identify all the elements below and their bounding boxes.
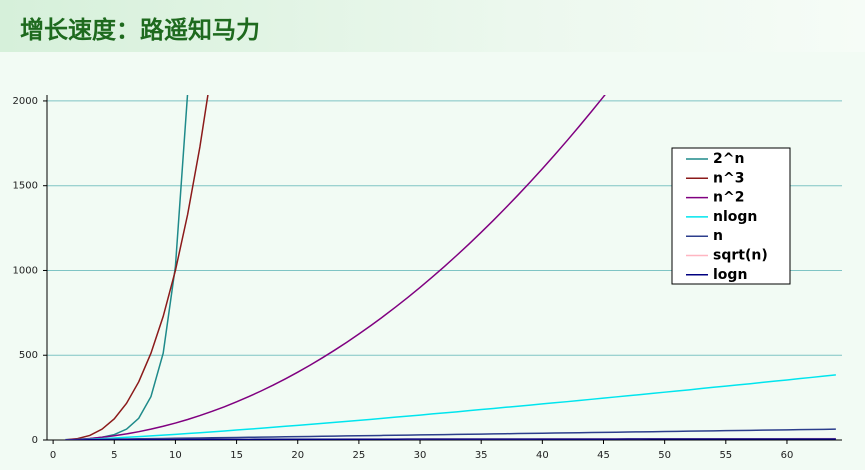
y-tick-label: 500 xyxy=(19,350,38,361)
series-line xyxy=(65,95,606,440)
x-tick-label: 35 xyxy=(475,450,488,461)
y-tick-label: 1000 xyxy=(13,265,38,276)
x-tick-label: 55 xyxy=(719,450,732,461)
x-tick-label: 45 xyxy=(597,450,610,461)
series-line xyxy=(65,428,836,440)
slide-title: 增长速度：路遥知马力 xyxy=(20,16,260,44)
legend-label: logn xyxy=(713,267,747,283)
y-tick-label: 2000 xyxy=(13,96,38,107)
series-line xyxy=(65,95,209,440)
x-tick-label: 10 xyxy=(169,450,182,461)
legend-label: n^2 xyxy=(713,190,744,206)
x-tick-label: 0 xyxy=(50,450,56,461)
x-tick-label: 5 xyxy=(111,450,117,461)
x-tick-label: 50 xyxy=(658,450,671,461)
plot-lines xyxy=(65,95,836,440)
legend-label: sqrt(n) xyxy=(713,248,768,264)
series-line xyxy=(65,374,836,440)
legend-label: n^3 xyxy=(713,170,744,186)
y-tick-label: 1500 xyxy=(13,181,38,192)
x-tick-label: 25 xyxy=(353,450,366,461)
x-tick-label: 30 xyxy=(414,450,427,461)
series-line xyxy=(65,438,836,440)
legend-box xyxy=(671,147,791,285)
x-tick-label: 15 xyxy=(230,450,243,461)
x-tick-label: 60 xyxy=(781,450,794,461)
x-tick-label: 20 xyxy=(291,450,304,461)
y-tick-label: 0 xyxy=(32,435,38,446)
x-tick-label: 40 xyxy=(536,450,549,461)
legend-label: n xyxy=(713,228,723,244)
legend-label: 2^n xyxy=(713,151,744,167)
header-bar: 增长速度：路遥知马力 xyxy=(0,0,865,52)
legend-label: nlogn xyxy=(713,209,757,225)
